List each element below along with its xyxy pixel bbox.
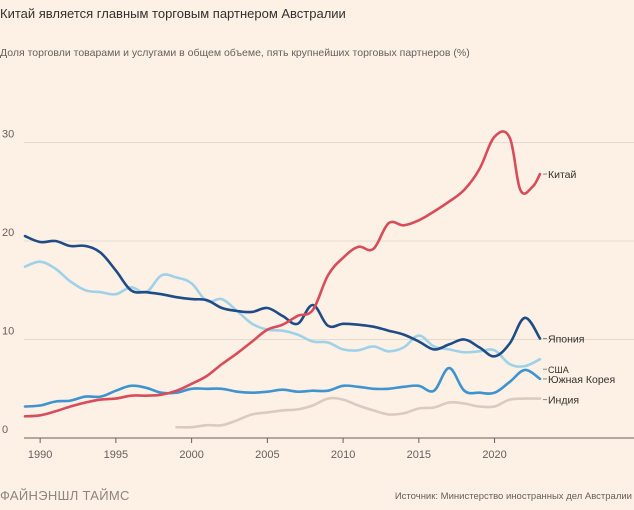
series-label-1: Япония	[548, 334, 584, 346]
y-tick-label: 30	[2, 129, 14, 141]
y-tick-label: 0	[2, 424, 8, 436]
series-line-2	[23, 260, 542, 368]
ft-logo: ФАЙНЭНШЛ ТАЙМС	[0, 488, 130, 503]
series-line-1	[23, 234, 542, 358]
x-tick-label: 1995	[104, 449, 128, 461]
x-axis: 1990 1995 2000 2005 2010 2015 2020	[28, 438, 507, 461]
chart-subtitle: Доля торговли товарами и услугами в обще…	[0, 47, 470, 59]
series-label-0: Китай	[548, 169, 577, 181]
series-line-3	[23, 366, 542, 408]
series-line-0	[23, 130, 542, 418]
series-line-4	[175, 396, 542, 429]
series-label-3: Южная Корея	[548, 374, 615, 386]
x-tick-label: 2015	[407, 449, 431, 461]
y-tick-label: 10	[2, 326, 14, 338]
x-tick-label: 2000	[179, 449, 203, 461]
y-tick-label: 20	[2, 227, 14, 239]
x-tick-label: 2020	[482, 449, 506, 461]
gridlines: 0 10 20 30	[2, 129, 634, 439]
source-note: Источник: Министерство иностранных дел А…	[394, 491, 632, 502]
chart-title: Китай является главным торговым партнеро…	[0, 6, 346, 21]
series-label-2: США	[548, 365, 569, 375]
x-tick-label: 1990	[28, 449, 52, 461]
series-lines	[23, 130, 542, 429]
x-tick-label: 2010	[331, 449, 355, 461]
x-tick-label: 2005	[255, 449, 279, 461]
series-label-4: Индия	[548, 395, 579, 407]
